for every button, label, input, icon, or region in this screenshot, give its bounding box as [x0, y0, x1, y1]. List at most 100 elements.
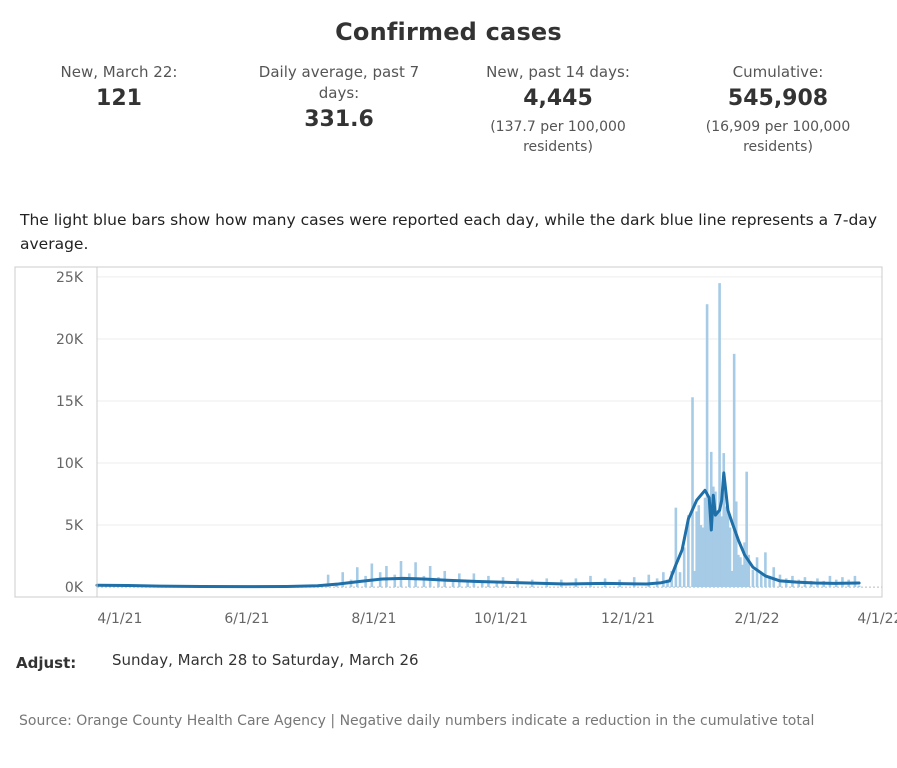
daily-case-bar — [712, 486, 715, 588]
daily-case-bar — [393, 574, 397, 588]
x-tick-label: 8/1/21 — [351, 611, 396, 627]
y-tick-label: 15K — [56, 394, 84, 410]
daily-case-bar — [726, 508, 730, 588]
daily-case-bar — [326, 574, 330, 588]
stat-value: 545,908 — [727, 86, 829, 111]
stat-label: New, past 14 days: — [486, 63, 630, 81]
daily-case-bar — [466, 582, 469, 588]
daily-case-bar — [734, 501, 738, 588]
daily-case-bar — [720, 516, 723, 588]
daily-case-bar — [705, 304, 709, 588]
daily-case-bar — [701, 527, 705, 588]
daily-case-bar — [451, 580, 455, 588]
daily-case-bar — [728, 527, 732, 588]
daily-case-bar — [722, 453, 726, 588]
daily-case-bar — [399, 561, 403, 588]
daily-case-bar — [764, 552, 767, 588]
daily-case-bar — [687, 515, 690, 588]
daily-bars — [326, 283, 861, 588]
daily-case-bar — [647, 574, 651, 588]
daily-case-bar — [768, 575, 771, 588]
daily-case-bar — [437, 577, 440, 588]
source-note: Source: Orange County Health Care Agency… — [19, 713, 815, 729]
daily-case-bar — [751, 569, 755, 588]
daily-case-bar — [747, 554, 751, 588]
daily-case-bar — [743, 542, 746, 588]
daily-case-bar — [739, 557, 742, 588]
daily-case-bar — [759, 573, 763, 588]
daily-case-bar — [691, 397, 694, 588]
daily-case-bar — [853, 575, 857, 588]
gridlines — [97, 276, 882, 588]
stat-new-14-days: New, past 14 days: 4,445 (137.7 per 100,… — [468, 62, 648, 157]
stat-cumulative: Cumulative: 545,908 (16,909 per 100,000 … — [680, 62, 876, 157]
daily-case-bar — [737, 554, 740, 588]
average-line-group — [95, 471, 861, 589]
y-tick-label: 25K — [56, 270, 84, 286]
axes: 0K 5K 10K 15K 20K 25K 4/1/21 6/1/21 8/1/21 10/1/2… — [14, 266, 897, 627]
daily-case-bar — [745, 471, 748, 588]
adjust-label: Adjust: — [16, 654, 77, 672]
daily-case-bar — [699, 525, 703, 588]
plot-frame — [14, 266, 883, 598]
stat-label: New, March 22: — [60, 63, 178, 81]
stat-value: 121 — [96, 86, 142, 111]
stat-value: 4,445 — [523, 86, 593, 111]
seven-day-average-line — [95, 471, 861, 589]
daily-case-bar — [666, 579, 669, 588]
daily-case-bar — [495, 582, 499, 588]
daily-case-bar — [341, 572, 345, 588]
chart-description: The light blue bars show how many cases … — [20, 211, 878, 253]
daily-case-bar — [741, 564, 744, 588]
daily-case-bar — [857, 585, 861, 588]
daily-case-bar — [408, 573, 411, 588]
page-title: Confirmed cases — [335, 18, 562, 46]
y-tick-label: 5K — [65, 518, 84, 534]
daily-case-bar — [693, 570, 696, 588]
daily-case-bar — [716, 510, 719, 588]
adjust-date-range[interactable]: Sunday, March 28 to Saturday, March 26 — [112, 651, 419, 669]
daily-case-bar — [714, 491, 717, 588]
stat-new-today: New, March 22: 121 — [48, 62, 190, 113]
daily-case-bar — [355, 567, 359, 588]
daily-case-bar — [674, 507, 678, 588]
daily-case-bar — [724, 506, 728, 588]
daily-case-bar — [730, 570, 734, 588]
x-tick-label: 4/1/22 — [857, 611, 897, 627]
daily-case-bar — [385, 565, 388, 588]
daily-case-bar — [370, 563, 374, 588]
daily-case-bar — [632, 577, 636, 588]
daily-case-bar — [703, 497, 707, 588]
stat-value: 331.6 — [304, 107, 374, 132]
daily-case-bar — [428, 565, 432, 588]
daily-case-bar — [707, 502, 711, 588]
daily-case-bar — [718, 283, 721, 588]
daily-case-bar — [732, 353, 736, 588]
daily-case-bar — [422, 575, 426, 588]
daily-case-bar — [772, 567, 776, 588]
daily-case-bar — [414, 562, 417, 588]
stat-daily-average: Daily average, past 7 days: 331.6 — [251, 62, 427, 134]
stat-rate: (137.7 per 100,000 residents) — [490, 119, 626, 155]
y-tick-label: 10K — [56, 456, 84, 472]
x-tick-label: 10/1/21 — [474, 611, 528, 627]
x-tick-label: 12/1/21 — [601, 611, 655, 627]
x-tick-label: 6/1/21 — [224, 611, 269, 627]
stat-rate: (16,909 per 100,000 residents) — [705, 119, 851, 155]
daily-case-bar — [695, 511, 698, 588]
daily-case-bar — [678, 572, 682, 588]
daily-case-bar — [828, 575, 832, 588]
cases-chart[interactable]: 0K 5K 10K 15K 20K 25K 4/1/21 6/1/21 8/1/21 10/1/2… — [0, 264, 897, 634]
daily-case-bar — [480, 580, 484, 588]
y-tick-label: 20K — [56, 332, 84, 348]
daily-case-bar — [662, 572, 665, 588]
stat-label: Daily average, past 7 days: — [258, 63, 420, 102]
daily-case-bar — [755, 557, 759, 588]
daily-case-bar — [697, 505, 701, 588]
daily-case-bar — [589, 575, 592, 588]
y-tick-label: 0K — [65, 580, 84, 596]
x-tick-label: 2/1/22 — [735, 611, 780, 627]
daily-case-bar — [682, 547, 686, 588]
stat-label: Cumulative: — [732, 63, 824, 81]
x-tick-label: 4/1/21 — [97, 611, 142, 627]
